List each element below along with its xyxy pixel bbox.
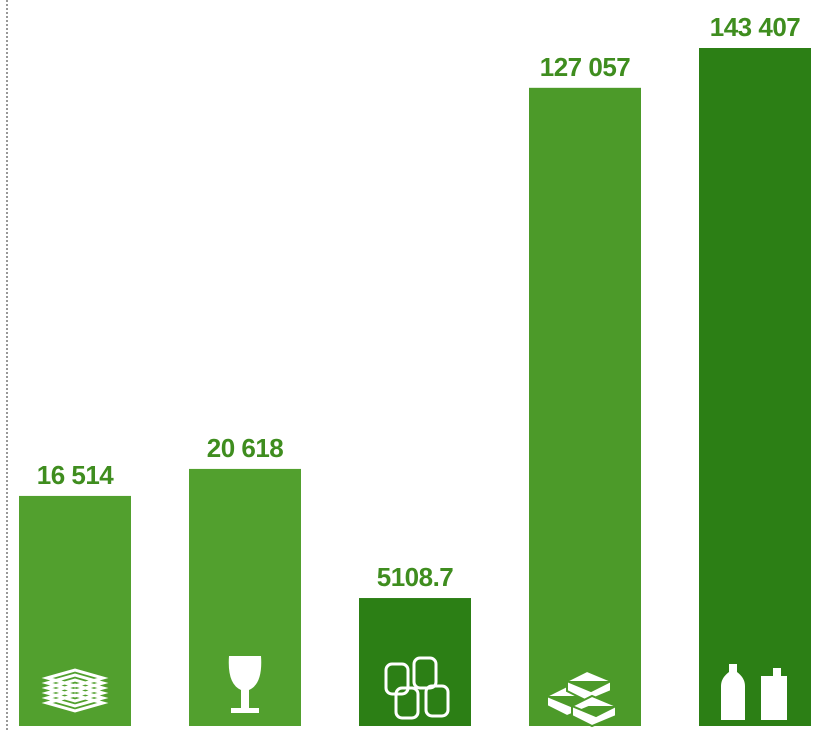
bar-icon [41,668,109,713]
value-label: 127 057 [540,52,631,82]
bar-icon [228,656,262,713]
bar-icon [384,656,450,720]
value-label: 143 407 [710,12,801,42]
bar-icon [544,669,619,728]
bar [19,495,131,726]
icon-paper [41,688,109,708]
icon-brick [569,694,619,728]
icon-can [394,686,420,720]
bar [699,48,811,726]
icon-jug [761,668,787,720]
value-label: 20 618 [207,433,284,463]
icon-can [424,684,450,718]
icon-paper [41,693,109,713]
value-label: 16 514 [37,460,115,490]
icon-glass [228,656,262,713]
value-label: 5108.7 [377,562,454,592]
icon-can [412,656,438,690]
bar [529,87,641,726]
bar-icon [721,664,787,720]
icon-bottle [721,664,745,720]
